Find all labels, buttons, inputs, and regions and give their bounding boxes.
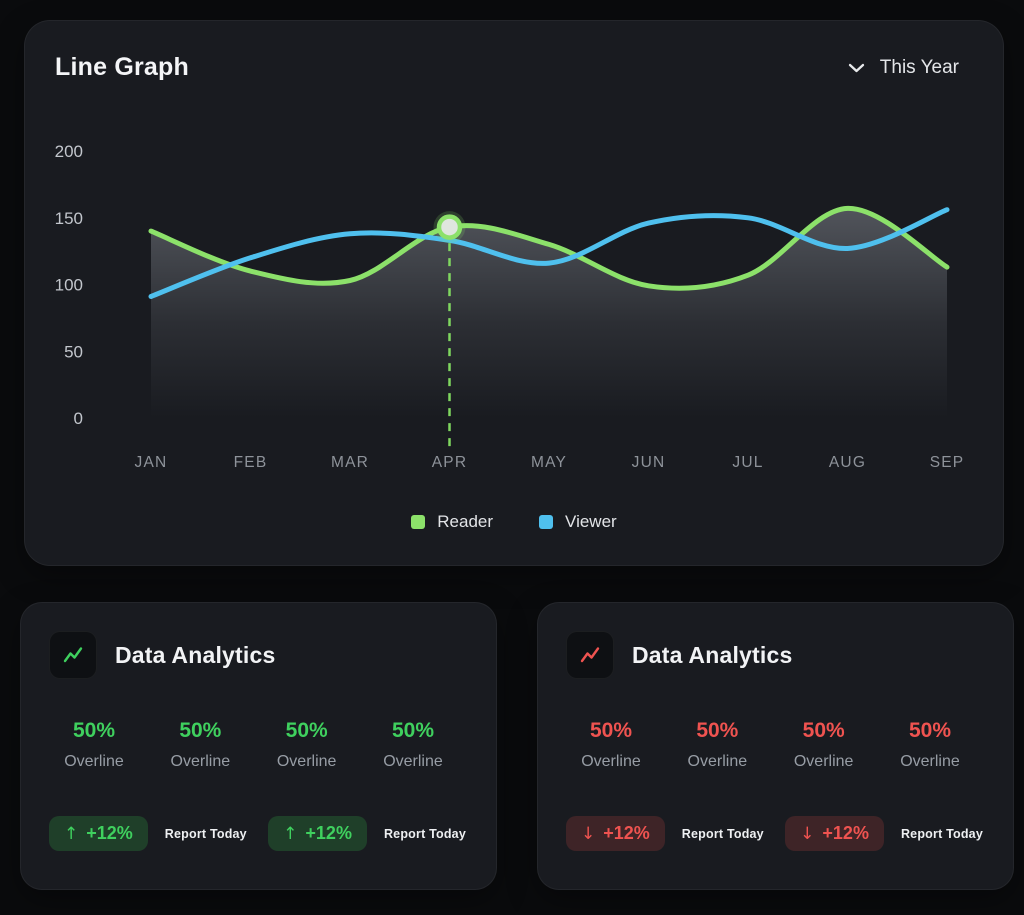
stat-label: Overline [900, 753, 960, 770]
legend-label-viewer: Viewer [565, 512, 617, 531]
x-axis-label: MAR [331, 454, 369, 471]
stats-row: 50% Overline 50% Overline 50% Overline 5… [21, 679, 496, 771]
badge-value: +12% [305, 823, 352, 843]
reader-line [148, 205, 950, 291]
x-axis-label: SEP [930, 454, 965, 471]
reports-row: ↓ +12% Report Today ↓ +12% Report Today [538, 771, 1013, 851]
y-axis-tick: 0 [74, 409, 83, 428]
chart-legend: Reader Viewer [25, 512, 1003, 532]
stat: 50% Overline [889, 719, 971, 771]
stat-value: 50% [179, 719, 222, 742]
analytics-card-negative: Data Analytics 50% Overline 50% Overline… [537, 602, 1014, 890]
trend-down-icon: ↓ [581, 823, 596, 844]
stat: 50% Overline [266, 719, 348, 771]
stat: 50% Overline [676, 719, 758, 771]
stat-label: Overline [64, 753, 124, 770]
y-axis-tick: 100 [55, 276, 83, 295]
x-axis-label: AUG [829, 454, 866, 471]
trend-line-up-icon [580, 647, 600, 663]
card-title: Data Analytics [632, 641, 793, 668]
stat-value: 50% [589, 719, 633, 742]
reports-row: ↑ +12% Report Today ↑ +12% Report Today [21, 771, 496, 851]
badge-value: +12% [86, 823, 133, 843]
analytics-card-positive: Data Analytics 50% Overline 50% Overline… [20, 602, 497, 890]
legend-item-viewer[interactable]: Viewer [539, 512, 617, 532]
trend-badge: ↑ +12% [268, 816, 367, 851]
x-axis-label: JUN [632, 454, 666, 471]
trend-badge: ↓ +12% [566, 816, 665, 851]
stats-row: 50% Overline 50% Overline 50% Overline 5… [538, 679, 1013, 771]
report-label: Report Today [900, 826, 983, 841]
reader-area [151, 208, 947, 418]
stat: 50% Overline [783, 719, 865, 771]
report-group: ↓ +12% Report Today [566, 816, 764, 851]
period-selector[interactable]: This Year [848, 57, 959, 79]
report-group: ↓ +12% Report Today [785, 816, 983, 851]
stat-value: 50% [72, 719, 116, 742]
report-label: Report Today [383, 826, 466, 841]
stat-label: Overline [687, 753, 748, 770]
line-graph-card: Line Graph This Year 0 50 100 150 200 JAN FEB M… [24, 20, 1004, 566]
x-axis-label: JAN [135, 454, 168, 471]
trend-line-up-icon [63, 647, 83, 663]
chevron-down-icon [848, 63, 864, 72]
stat: 50% Overline [53, 719, 135, 771]
report-label: Report Today [681, 826, 764, 841]
badge-value: +12% [822, 823, 869, 843]
stat-label: Overline [276, 753, 337, 770]
stat-value: 50% [285, 719, 328, 742]
x-axis-label: MAY [531, 454, 567, 471]
stat-value: 50% [391, 719, 434, 742]
viewer-line [148, 207, 950, 300]
stat-label: Overline [793, 753, 854, 770]
trend-up-icon: ↑ [64, 823, 79, 844]
trend-badge: ↓ +12% [785, 816, 884, 851]
trend-up-icon: ↑ [283, 823, 298, 844]
report-group: ↑ +12% Report Today [49, 816, 247, 851]
analytics-icon-tile [566, 631, 614, 679]
stat: 50% Overline [159, 719, 241, 771]
y-axis-tick: 50 [64, 342, 83, 361]
x-axis-label: FEB [234, 454, 268, 471]
card-title: Data Analytics [115, 641, 276, 668]
analytics-header: Data Analytics [21, 603, 496, 679]
report-label: Report Today [164, 826, 247, 841]
x-axis-label: APR [432, 454, 467, 471]
report-group: ↑ +12% Report Today [268, 816, 466, 851]
trend-down-icon: ↓ [800, 823, 815, 844]
highlight-marker[interactable] [436, 214, 463, 240]
y-axis-tick: 200 [55, 142, 83, 161]
page-title: Line Graph [55, 53, 189, 81]
trend-badge: ↑ +12% [49, 816, 148, 851]
x-axis-label: JUL [732, 454, 763, 471]
reader-swatch-icon [411, 515, 426, 529]
stat-value: 50% [908, 719, 951, 742]
stat: 50% Overline [372, 719, 454, 771]
legend-item-reader[interactable]: Reader [411, 512, 493, 532]
analytics-icon-tile [49, 631, 97, 679]
stat-value: 50% [696, 719, 739, 742]
y-axis-tick: 150 [55, 209, 83, 228]
stat: 50% Overline [570, 719, 652, 771]
stat-label: Overline [170, 753, 231, 770]
badge-value: +12% [603, 823, 650, 843]
period-label: This Year [879, 56, 959, 78]
stat-label: Overline [383, 753, 443, 770]
viewer-swatch-icon [539, 515, 554, 529]
line-chart: 0 50 100 150 200 JAN FEB MAR APR MAY JUN JUL AUG SEP [55, 142, 965, 471]
stat-label: Overline [581, 753, 641, 770]
stat-value: 50% [802, 719, 845, 742]
analytics-header: Data Analytics [538, 603, 1013, 679]
legend-label-reader: Reader [437, 512, 494, 531]
line-graph-header: Line Graph This Year [25, 21, 1003, 82]
